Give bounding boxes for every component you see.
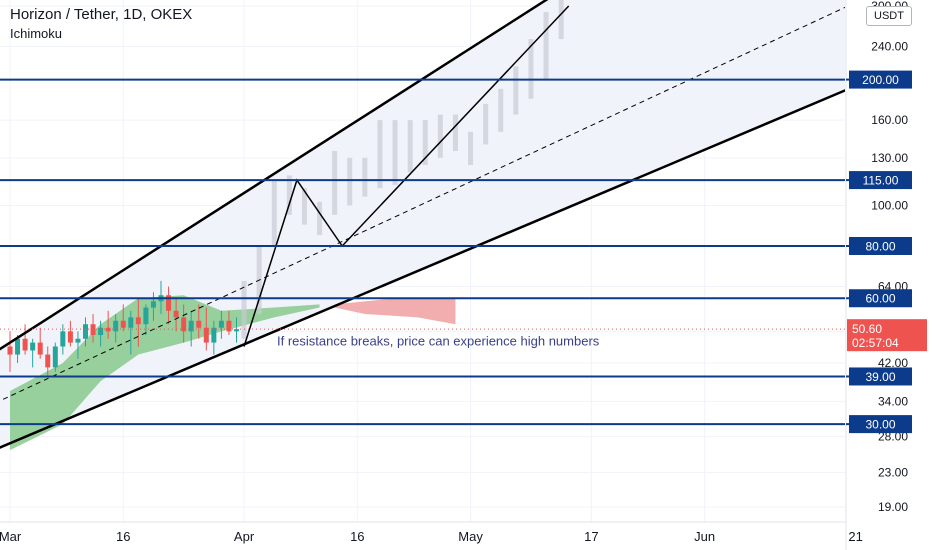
projection-bar xyxy=(452,114,458,151)
candle-body xyxy=(150,301,156,308)
plot-layer xyxy=(0,0,845,522)
projection-bar xyxy=(271,180,277,246)
projection-bar xyxy=(332,150,338,215)
projection-bar xyxy=(241,280,247,339)
level-price-label: 60.00 xyxy=(865,292,895,306)
candle-body xyxy=(30,342,36,351)
projection-bar xyxy=(377,120,383,189)
price-tick-label: 28.00 xyxy=(878,430,908,444)
candle-body xyxy=(218,320,224,328)
candle-body xyxy=(90,324,96,336)
candle-body xyxy=(166,295,172,311)
candle-body xyxy=(188,320,194,332)
candle-body xyxy=(196,320,202,328)
candle-body xyxy=(83,324,88,339)
projection-bar xyxy=(392,120,398,185)
current-price-tag xyxy=(847,319,927,352)
time-tick-label: Jun xyxy=(694,529,715,544)
level-price-label: 39.00 xyxy=(865,370,895,384)
price-tick-label: 100.00 xyxy=(871,198,908,212)
candle-body xyxy=(135,317,141,325)
candle-body xyxy=(15,338,21,355)
projection-bar xyxy=(286,175,292,215)
candle-body xyxy=(45,354,51,368)
candle-body xyxy=(52,346,58,368)
candle-body xyxy=(120,320,126,328)
time-tick-label: 16 xyxy=(350,529,364,544)
projection-bar xyxy=(422,120,428,165)
projection-bar xyxy=(317,201,323,235)
candle-body xyxy=(113,320,119,332)
level-price-label: 80.00 xyxy=(865,239,895,253)
time-tick-label: May xyxy=(458,529,483,544)
level-price-tag xyxy=(849,236,912,255)
current-price-label: 50.60 xyxy=(852,322,882,336)
candle-body xyxy=(226,320,232,332)
candle-body xyxy=(22,338,28,351)
chart-header: Horizon / Tether, 1D, OKEX Ichimoku xyxy=(10,6,192,41)
price-tick-label: 34.00 xyxy=(878,394,908,408)
projection-bar xyxy=(347,157,353,206)
currency-unit-badge[interactable]: USDT xyxy=(866,6,912,26)
projection-bar xyxy=(543,12,549,80)
level-price-tag xyxy=(849,171,912,190)
projection-bar xyxy=(437,114,443,158)
candle-body xyxy=(128,317,134,328)
projection-bar xyxy=(468,131,474,165)
price-tick-label: 240.00 xyxy=(871,39,908,53)
candle-body xyxy=(203,327,209,343)
candle-body xyxy=(181,317,187,332)
projection-bar xyxy=(362,157,368,197)
candle-body xyxy=(211,327,217,343)
ichimoku-cloud-bearish xyxy=(334,298,456,325)
price-tick-label: 19.00 xyxy=(878,500,908,514)
ichimoku-cloud-bullish xyxy=(10,295,320,451)
candle-body xyxy=(67,331,73,343)
level-price-label: 200.00 xyxy=(862,73,899,87)
candle-body xyxy=(75,338,81,343)
time-tick-label: 21 xyxy=(848,529,862,544)
candle-body xyxy=(143,307,149,325)
candle-body xyxy=(7,346,13,355)
level-price-tag xyxy=(849,415,912,434)
time-tick-label: Apr xyxy=(234,529,255,544)
symbol-title[interactable]: Horizon / Tether, 1D, OKEX xyxy=(10,6,193,23)
candle-body xyxy=(234,329,239,332)
price-tick-label: 42.00 xyxy=(878,356,908,370)
time-tick-label: 16 xyxy=(116,529,130,544)
zigzag-path xyxy=(243,5,570,347)
candle-body xyxy=(60,331,66,347)
time-tick-label: Mar xyxy=(0,529,22,544)
level-price-label: 30.00 xyxy=(865,418,895,432)
price-tick-label: 160.00 xyxy=(871,113,908,127)
projection-bar xyxy=(407,120,413,173)
projection-bar xyxy=(513,66,519,115)
candle-body xyxy=(98,327,104,336)
time-tick-label: 17 xyxy=(584,529,598,544)
channel-lower-line xyxy=(0,89,845,449)
annotation-text: If resistance breaks, price can experien… xyxy=(277,334,600,349)
price-tick-label: 23.00 xyxy=(878,465,908,479)
channel-fill xyxy=(0,0,845,448)
candle-countdown-label: 02:57:04 xyxy=(852,336,899,350)
level-price-tag xyxy=(849,289,912,308)
indicator-label[interactable]: Ichimoku xyxy=(10,26,63,41)
projection-bar xyxy=(558,0,564,40)
projection-bar xyxy=(498,88,504,132)
level-price-tag xyxy=(849,367,912,386)
projection-bar xyxy=(528,39,534,99)
projection-bar xyxy=(483,103,489,145)
candle-body xyxy=(173,310,179,318)
price-tick-label: 130.00 xyxy=(871,151,908,165)
level-price-label: 115.00 xyxy=(863,174,899,188)
level-price-tag xyxy=(849,70,912,89)
channel-median-line xyxy=(0,6,845,402)
candle-body xyxy=(37,342,43,355)
projection-bar xyxy=(301,188,307,225)
